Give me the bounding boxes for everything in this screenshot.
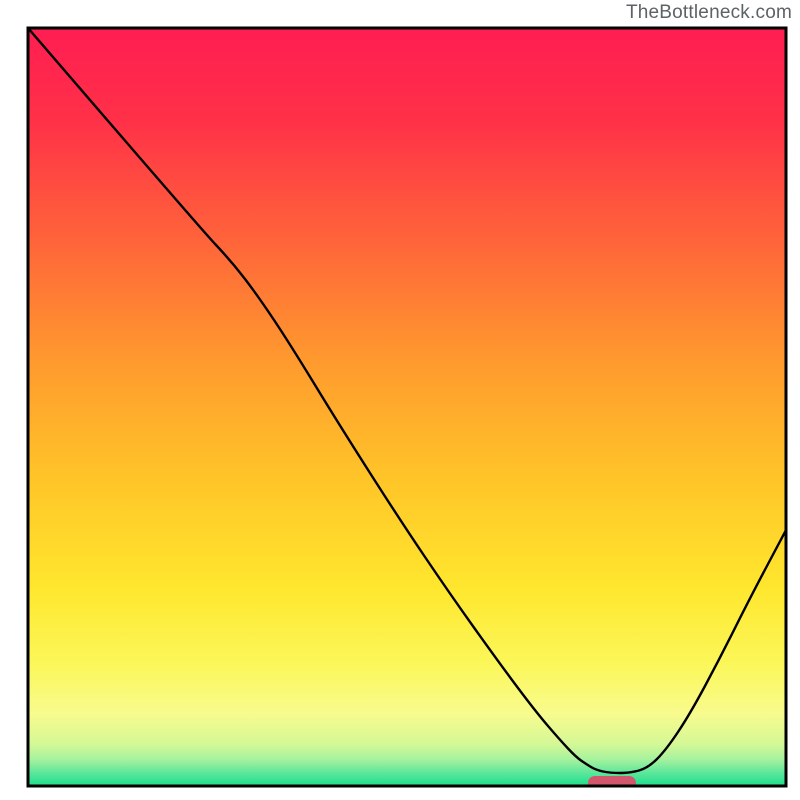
chart-svg	[0, 0, 800, 800]
bottleneck-chart: TheBottleneck.com	[0, 0, 800, 800]
optimal-marker	[588, 776, 636, 790]
plot-area	[28, 28, 786, 790]
gradient-background	[28, 28, 786, 786]
